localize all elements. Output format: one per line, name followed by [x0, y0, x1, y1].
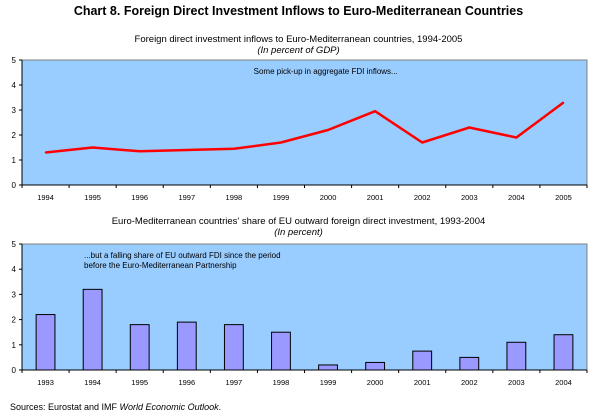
line-chart: 0 1 2 3 4 5 1994 1995 1996 1997 1998 1999 2000 2001 20… [12, 56, 588, 202]
chart2-bar [35, 314, 56, 371]
chart2-annotation-line: before the Euro-Mediterranean Partnershi… [84, 261, 237, 270]
chart1-y-tick-label: 3 [12, 106, 17, 115]
chart1-x-tick-label: 1996 [131, 193, 148, 202]
chart2-y-tick-label: 2 [12, 316, 17, 325]
chart2-bar [223, 324, 244, 371]
chart2-y-tick-label: 4 [12, 265, 17, 274]
chart2-bar [129, 324, 150, 371]
chart1-y-tick-label: 0 [12, 181, 17, 190]
chart2-y-tick-label: 1 [12, 341, 17, 350]
source-note: Sources: Eurostat and IMF World Economic… [10, 402, 221, 412]
chart2-bar [318, 364, 338, 371]
source-prefix: Sources: Eurostat and IMF [10, 402, 120, 412]
chart1-annotation: Some pick-up in aggregate FDI inflows... [254, 67, 398, 76]
chart2-x-tick-label: 1995 [131, 378, 148, 387]
chart2-plot-area [21, 243, 588, 371]
chart2-bar [459, 356, 480, 371]
chart1-y-tick-label: 5 [12, 56, 17, 65]
chart2-x-tick-label: 2000 [367, 378, 384, 387]
chart2-title-block: Euro-Mediterranean countries' share of E… [0, 216, 597, 238]
chart1-data-point [421, 141, 424, 144]
chart1-y-tick-label: 2 [12, 131, 17, 140]
chart1-x-tick-label: 2000 [320, 193, 337, 202]
chart2-x-tick-label: 1998 [273, 378, 290, 387]
chart2-y-tick-label: 3 [12, 290, 17, 299]
chart2-bar [506, 341, 527, 371]
chart2-bar [365, 361, 386, 371]
chart1-plot-area [21, 59, 588, 186]
source-suffix: . [218, 402, 222, 412]
chart2-subtitle: (In percent) [274, 227, 323, 238]
page-title: Chart 8. Foreign Direct Investment Inflo… [73, 4, 524, 18]
chart1-y-tick-label: 1 [12, 156, 17, 165]
chart1-data-point [233, 147, 235, 150]
chart1-title: Foreign direct investment inflows to Eur… [134, 34, 463, 45]
chart1-x-tick-label: 1994 [37, 193, 54, 202]
chart1-data-point [138, 150, 141, 153]
chart2-x-tick-label: 2003 [508, 378, 525, 387]
chart2-title: Euro-Mediterranean countries' share of E… [111, 216, 486, 227]
chart2-x-tick-label: 2002 [461, 378, 478, 387]
chart2-x-tick-label: 1996 [178, 378, 195, 387]
chart1-x-tick-label: 2005 [555, 193, 572, 202]
chart1-x-tick-label: 1998 [226, 193, 243, 202]
chart2-y-tick-label: 0 [12, 366, 17, 375]
chart2-bar [412, 350, 433, 371]
chart1-data-point [327, 129, 329, 131]
chart2-y-tick-label: 5 [12, 240, 17, 249]
chart1-subtitle: (In percent of GDP) [257, 45, 340, 56]
chart2-x-tick-label: 1997 [226, 378, 243, 387]
source-publication: World Economic Outlook [119, 402, 219, 412]
chart1-series-line [45, 101, 565, 154]
chart1-x-tick-label: 2002 [414, 193, 431, 202]
chart1-data-point [44, 151, 47, 154]
chart2-bar [82, 288, 103, 371]
chart2-x-tick-label: 1999 [320, 378, 337, 387]
chart1-data-point [91, 146, 94, 149]
chart1-data-point [280, 141, 282, 144]
chart1-data-point [515, 136, 518, 139]
chart1-x-tick-label: 2001 [367, 193, 384, 202]
chart1-x-tick-label: 1995 [84, 193, 101, 202]
chart1-title-block: Foreign direct investment inflows to Eur… [0, 34, 597, 56]
chart1-data-point [562, 101, 565, 104]
chart1-data-point [468, 126, 471, 129]
bar-chart: 0 1 2 3 4 5 1993 1994 1995 1996 1997 1998 1999 2000 20… [12, 240, 588, 387]
chart1-data-point [374, 110, 376, 113]
chart2-x-tick-label: 2001 [414, 378, 431, 387]
chart1-x-tick-label: 2004 [508, 193, 525, 202]
chart1-y-tick-label: 4 [12, 81, 17, 90]
chart2-bar [176, 321, 197, 371]
chart2-bar [271, 331, 291, 371]
chart2-x-tick-label: 1994 [84, 378, 101, 387]
chart2-annotation-line: ...but a falling share of EU outward FDI… [84, 251, 281, 260]
chart2-x-tick-label: 1993 [37, 378, 54, 387]
chart1-x-tick-label: 1997 [178, 193, 195, 202]
chart1-x-tick-label: 1999 [273, 193, 290, 202]
chart2-x-tick-label: 2004 [555, 378, 572, 387]
chart2-bar [553, 334, 574, 371]
chart1-x-tick-label: 2003 [461, 193, 478, 202]
chart1-data-point [185, 149, 188, 151]
